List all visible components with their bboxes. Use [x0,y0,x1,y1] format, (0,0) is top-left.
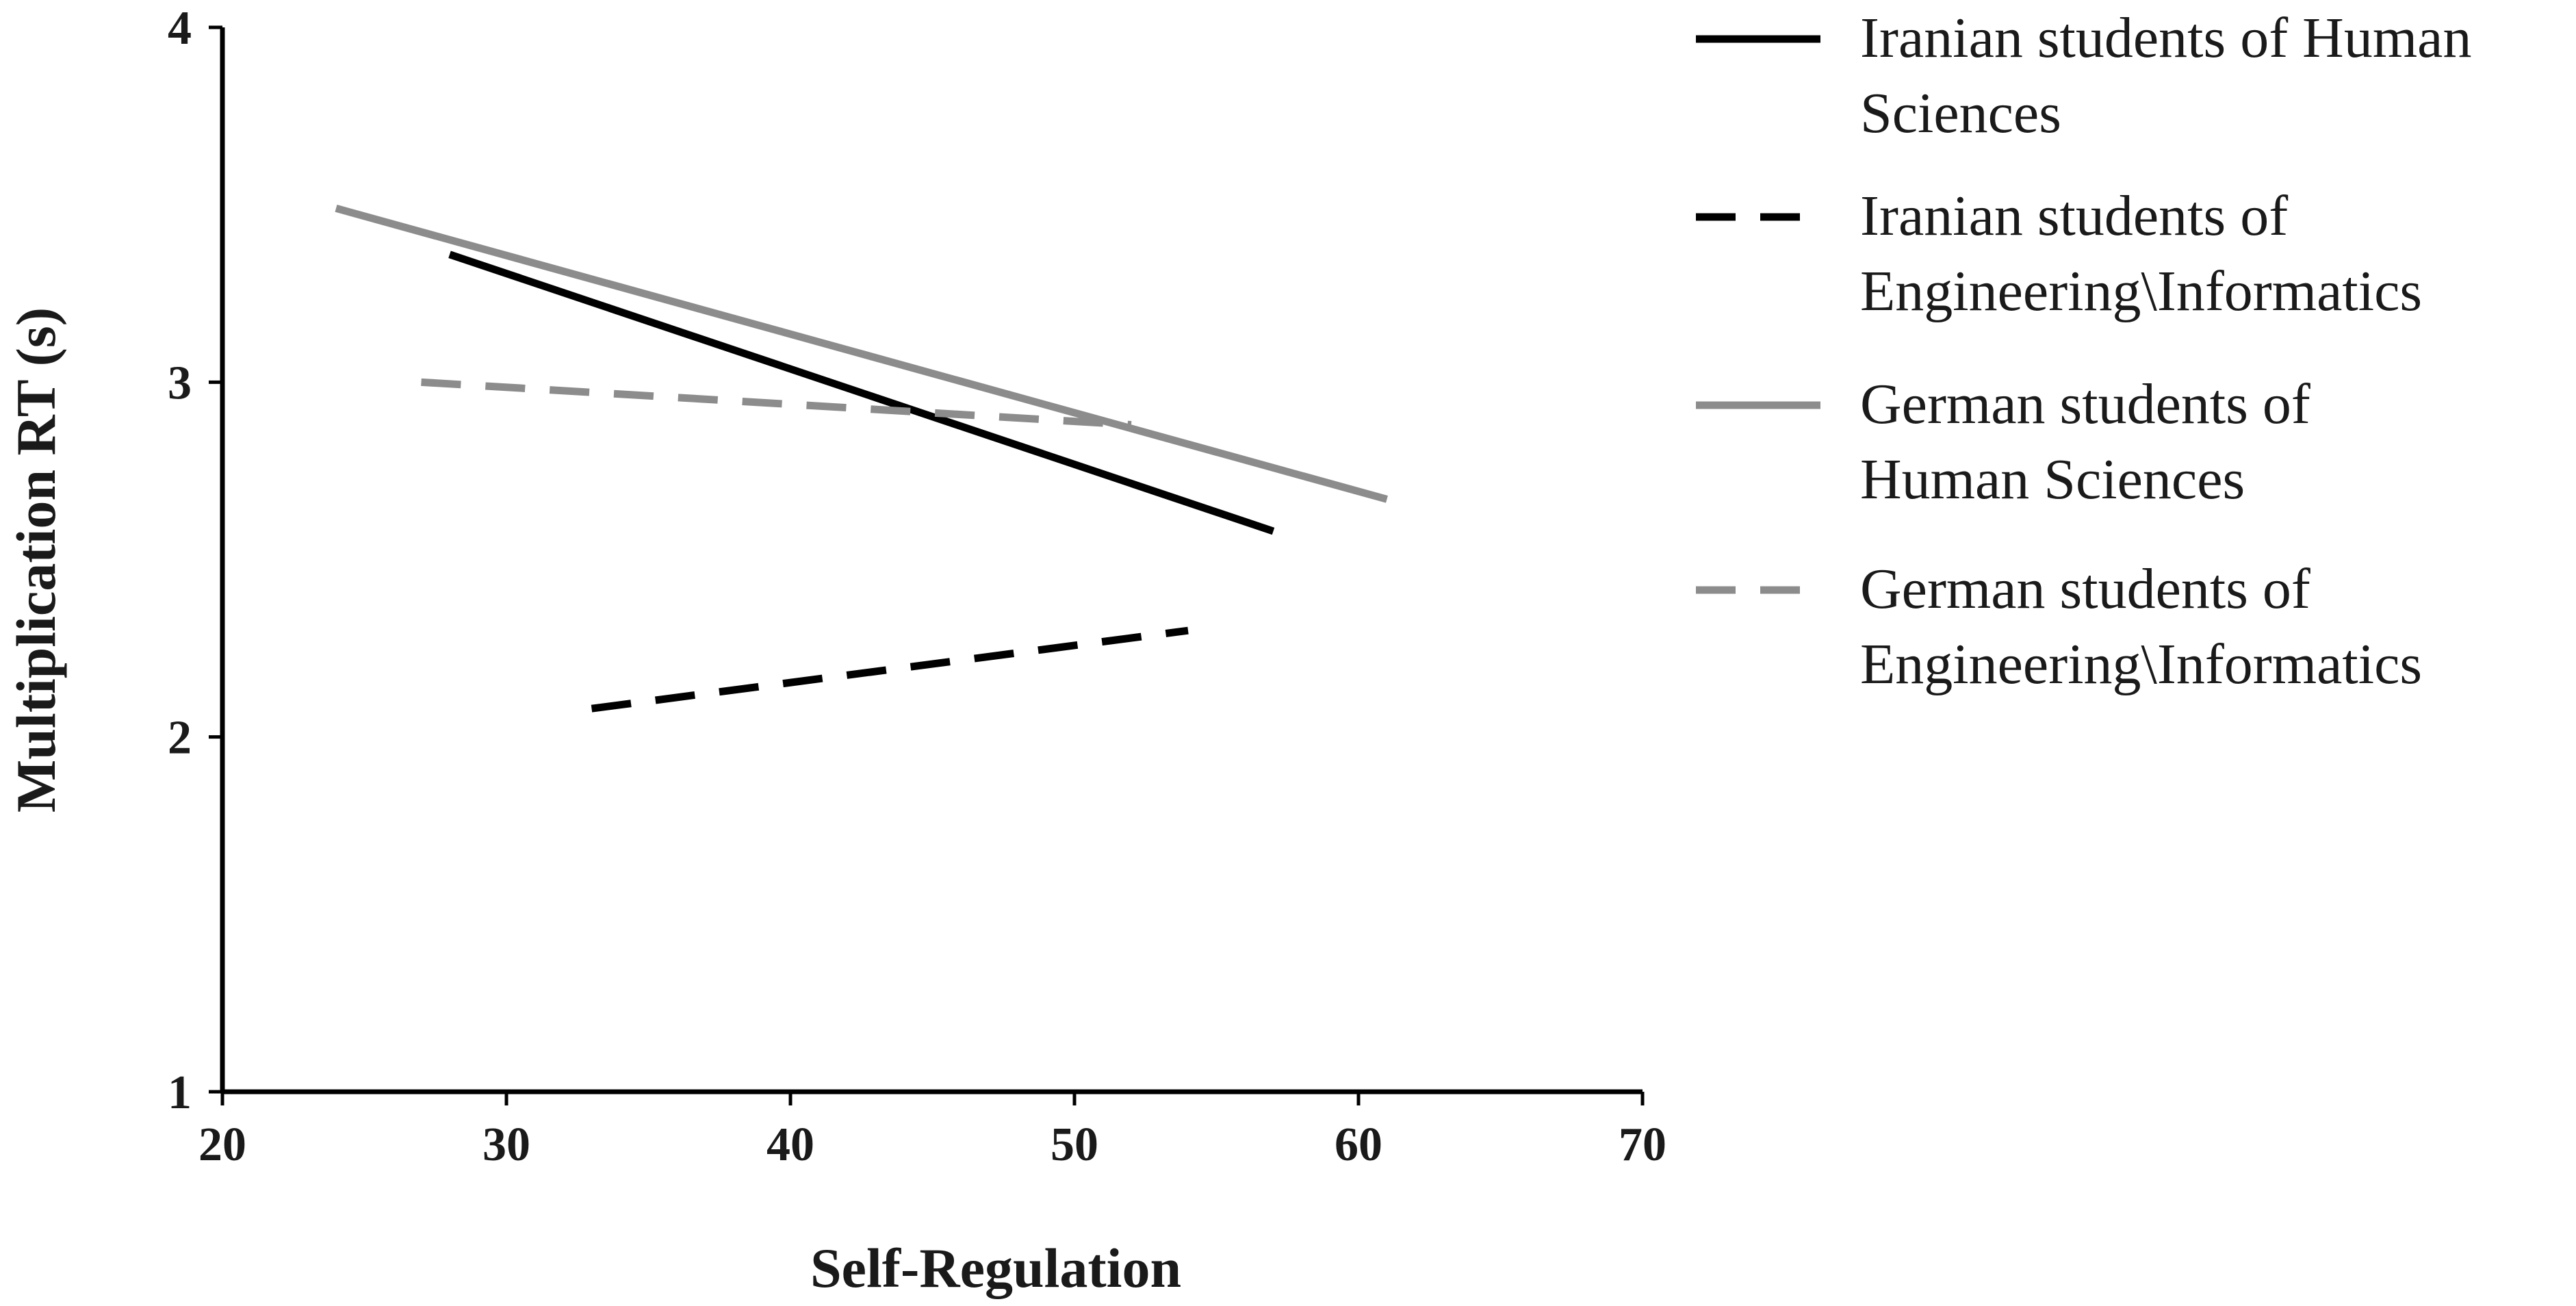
series-lines [335,205,1388,713]
legend-entry-2: Iranian students of Engineering\Informati… [1696,184,2422,323]
legend-label: German students of [1860,372,2310,436]
legend-entry-3: German students of Human Sciences [1696,372,2310,511]
legend-label: Human Sciences [1860,448,2245,511]
y-tick-label: 2 [168,712,192,765]
plot-area: 20 30 40 50 60 70 1 2 3 4 [168,2,1666,1171]
x-tick-label: 60 [1335,1118,1382,1171]
x-tick-label: 40 [767,1118,814,1171]
y-tick-label: 4 [168,2,192,55]
series-line-1 [448,251,1275,535]
y-tick-label: 1 [168,1066,192,1119]
legend: Iranian students of HumanSciencesIranian… [1696,6,2471,696]
x-tick-label: 70 [1619,1118,1666,1171]
series-line-4 [421,378,1132,429]
y-tick-label: 3 [168,357,192,409]
legend-label: Engineering\Informatics [1860,259,2422,323]
y-ticks: 1 2 3 4 [168,2,222,1119]
y-axis-title: Multiplication RT (s) [5,307,67,812]
legend-label: Engineering\Informatics [1860,632,2422,696]
x-tick-label: 30 [482,1118,530,1171]
series-line-3 [335,205,1388,503]
series-line-2 [591,626,1189,713]
legend-label: German students of [1860,557,2310,621]
x-axis-title: Self-Regulation [810,1237,1181,1299]
x-ticks: 20 30 40 50 60 70 [198,1092,1666,1171]
legend-entry-1: Iranian students of Human Sciences [1696,6,2471,145]
legend-label: Iranian students of Human [1860,6,2471,70]
legend-label: Iranian students of [1860,184,2288,248]
x-tick-label: 20 [198,1118,246,1171]
x-tick-label: 50 [1051,1118,1098,1171]
legend-entry-4: German students of Engineering\Informatic… [1696,557,2422,696]
legend-label: Sciences [1860,81,2061,145]
